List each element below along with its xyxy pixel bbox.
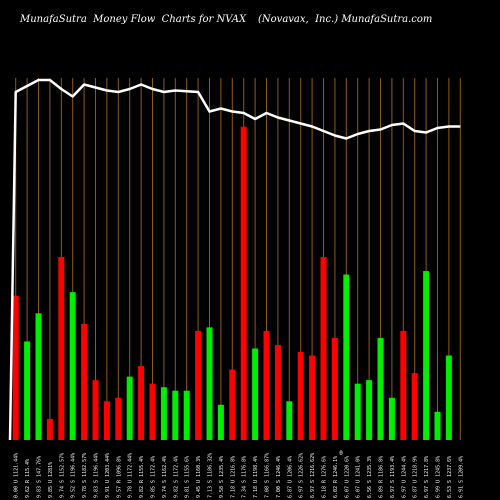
- x-tick-labels: 0.00 U 1121.44% 9.62 R 115.4% 9.83 S 147.7…: [14, 453, 465, 498]
- money-flow-bar: [229, 369, 236, 440]
- x-tick-label: 6.53 S 1237.6%: [447, 456, 453, 498]
- x-tick-label: 7.18 U 1216.8%: [230, 456, 236, 498]
- money-flow-bar: [240, 126, 247, 440]
- money-flow-bar: [12, 295, 19, 440]
- x-tick-label: 9.85 S 1172.4%: [151, 456, 157, 498]
- x-tick-label: 9.85 U 1281%: [48, 462, 54, 498]
- money-flow-bar: [217, 404, 224, 440]
- x-tick-label: 7.34 S 1176.8%: [242, 456, 248, 498]
- x-tick-label: 7.18 U 1198.4%: [253, 456, 259, 498]
- x-tick-label: 9.74 S 1162.4%: [162, 456, 168, 498]
- money-flow-bar: [445, 355, 452, 440]
- x-tick-label: 6.18 R 1276.6%: [322, 456, 328, 498]
- money-flow-bar: [195, 330, 202, 440]
- money-flow-bar: [58, 256, 65, 440]
- money-flow-bar: [343, 274, 350, 440]
- money-flow-bar: [297, 352, 304, 440]
- x-tick-label: 6.87 U 1218.9%: [413, 456, 419, 498]
- x-tick-label: 9.82 R 1155.4%: [139, 456, 145, 498]
- money-flow-bar: [149, 383, 156, 440]
- x-tick-label: 6.97 S 1216.62%: [310, 453, 316, 498]
- money-flow-bar: [115, 397, 122, 440]
- money-flow-bar: [354, 383, 361, 440]
- money-flow-bar: [138, 366, 145, 440]
- money-flow-bar: [160, 387, 167, 440]
- money-flow-bar: [172, 390, 179, 440]
- x-tick-label: 6.97 U 1244.4%: [401, 456, 407, 498]
- x-tick-label: 9.82 S 1172.4%: [173, 456, 179, 498]
- x-tick-label: 9.45 U 1160.3%: [196, 456, 202, 498]
- money-flow-bar: [331, 337, 338, 440]
- money-flow-bar: [411, 373, 418, 440]
- money-flow-bar: [263, 330, 270, 440]
- price-line: [8, 78, 461, 441]
- money-flow-bar: [183, 390, 190, 440]
- x-tick-label: 6.07 U 1220.6%: [344, 456, 350, 498]
- x-tick-label: 6.97 S 1193.4%: [390, 456, 396, 498]
- money-flow-bar: [24, 341, 31, 440]
- money-flow-bar: [252, 348, 259, 440]
- x-tick-label: 7.08 S 1166.87%: [265, 453, 271, 498]
- money-flow-bar: [35, 313, 42, 440]
- money-flow-bar: [388, 397, 395, 440]
- x-tick-label: 9.57 R 1096.8%: [116, 456, 122, 498]
- money-flow-bar: [366, 380, 373, 440]
- x-tick-label: 6.56 S 1235.3%: [367, 456, 373, 498]
- money-flow-bar: [286, 401, 293, 440]
- money-flow-bar: [92, 380, 99, 440]
- x-tick-label: 6.07 U 1241.0%: [356, 456, 362, 498]
- x-tick-label: 9.83 S 147.76%: [37, 456, 43, 498]
- x-tick-label: 6.97 S 1217.8%: [424, 456, 430, 498]
- x-tick-label: 6.87 U 1206.4%: [287, 456, 293, 498]
- x-tick-label: 9.58 S 1235.4%: [219, 456, 225, 498]
- money-flow-bars: [12, 126, 452, 440]
- x-tick-label: 6.97 S 1226.62%: [299, 453, 305, 498]
- x-tick-label: 9.74 S 1152.57%: [59, 453, 65, 498]
- x-tick-label: 6.89 R 1186.8%: [379, 456, 385, 498]
- money-flow-bar: [69, 292, 76, 440]
- x-tick-label: 7.13 S 1186.32%: [208, 453, 214, 498]
- chart-subtitle: (Novavax, Inc.) MunafaSutra.com: [258, 14, 433, 25]
- money-flow-bar: [434, 411, 441, 440]
- money-flow-bar: [274, 344, 281, 440]
- x-tick-label: 9.81 S 1155.6%: [185, 456, 191, 498]
- money-flow-bar: [206, 327, 213, 440]
- x-tick-label: 9.78 S 1182.57%: [82, 453, 88, 498]
- x-tick-label: 9.78 U 1172.44%: [128, 453, 134, 498]
- money-flow-bar: [81, 323, 88, 440]
- money-flow-bar: [400, 330, 407, 440]
- price-line-path: [8, 78, 461, 441]
- x-mid-label: 0: [339, 450, 343, 457]
- money-flow-bar: [320, 256, 327, 440]
- x-tick-label: 7.00 S 1246.4%: [276, 456, 282, 498]
- money-flow-bar: [103, 401, 110, 440]
- x-tick-label: 6.91 S 1209.4%: [458, 456, 464, 498]
- x-tick-label: 6.02 R 1246.1%: [333, 456, 339, 498]
- x-tick-label: 9.91 U 1203.44%: [105, 453, 111, 498]
- money-flow-bar: [377, 337, 384, 440]
- chart-title: MunafaSutra Money Flow Charts for NVAX: [20, 14, 247, 25]
- x-tick-label: 9.62 R 115.4%: [25, 459, 31, 498]
- money-flow-bar: [126, 376, 133, 440]
- x-tick-label: 6.99 U 1245.8%: [436, 456, 442, 498]
- x-tick-label: 0.00 U 1121.44%: [14, 453, 20, 498]
- money-flow-bar: [309, 355, 316, 440]
- money-flow-bar: [423, 271, 430, 440]
- money-flow-bar: [46, 418, 53, 440]
- x-tick-label: 9.83 S 1196.44%: [94, 453, 100, 498]
- x-tick-label: 9.52 S 1196.44%: [71, 453, 77, 498]
